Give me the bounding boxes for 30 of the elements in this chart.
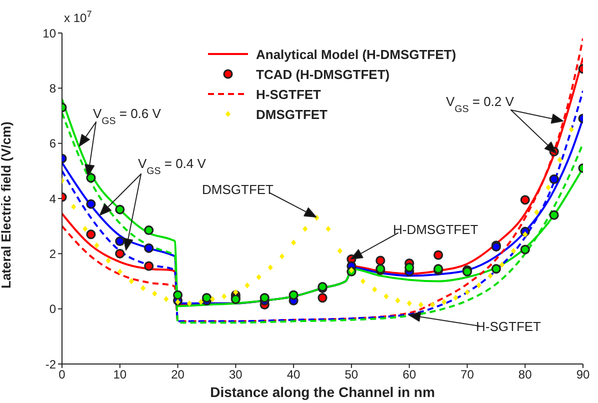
x-axis-title: Distance along the Channel in nm <box>210 384 435 400</box>
annotation: V$_{GS}$ = 0.2 V <box>446 94 514 114</box>
x-tick-label: 60 <box>402 368 416 382</box>
annotation: DMSGTFET <box>202 182 274 197</box>
x-tick-label: 90 <box>576 368 590 382</box>
legend-label: TCAD (H-DMSGTFET) <box>256 66 390 82</box>
y-tick-label: 8 <box>49 81 56 96</box>
y-tick-label: -2 <box>45 357 56 372</box>
annotation: V$_{GS}$ = 0.6 V <box>93 106 162 126</box>
y-axis-title: Lateral Electric field (V/cm) <box>0 122 14 288</box>
x-tick-label: 20 <box>171 368 185 382</box>
x-tick-label: 70 <box>460 368 474 382</box>
legend-label: DMSGTFET <box>256 106 328 122</box>
x-tick-label: 40 <box>286 368 301 382</box>
x-tick-label: 10 <box>113 368 127 382</box>
y-tick-label: 4 <box>49 192 56 206</box>
x-tick-label: 50 <box>344 368 358 382</box>
legend-label: H-SGTFET <box>256 86 321 102</box>
x-tick-label: 80 <box>518 368 532 382</box>
x-tick-label: 30 <box>228 368 243 382</box>
y-tick-label: 10 <box>42 26 56 40</box>
annotation: H-DMSGTFET <box>393 222 478 237</box>
annotation: H-SGTFET <box>476 319 542 334</box>
text: x 10$^{7}$ <box>64 9 92 25</box>
x-tick-label: 0 <box>58 368 66 382</box>
annotation: V$_{GS}$ = 0.4 V <box>138 156 206 176</box>
y-tick-label: 0 <box>49 302 56 316</box>
y-tick-label: 2 <box>49 246 56 261</box>
legend-label: Analytical Model (H-DMSGTFET) <box>256 46 456 62</box>
y-tick-label: 6 <box>49 136 56 151</box>
